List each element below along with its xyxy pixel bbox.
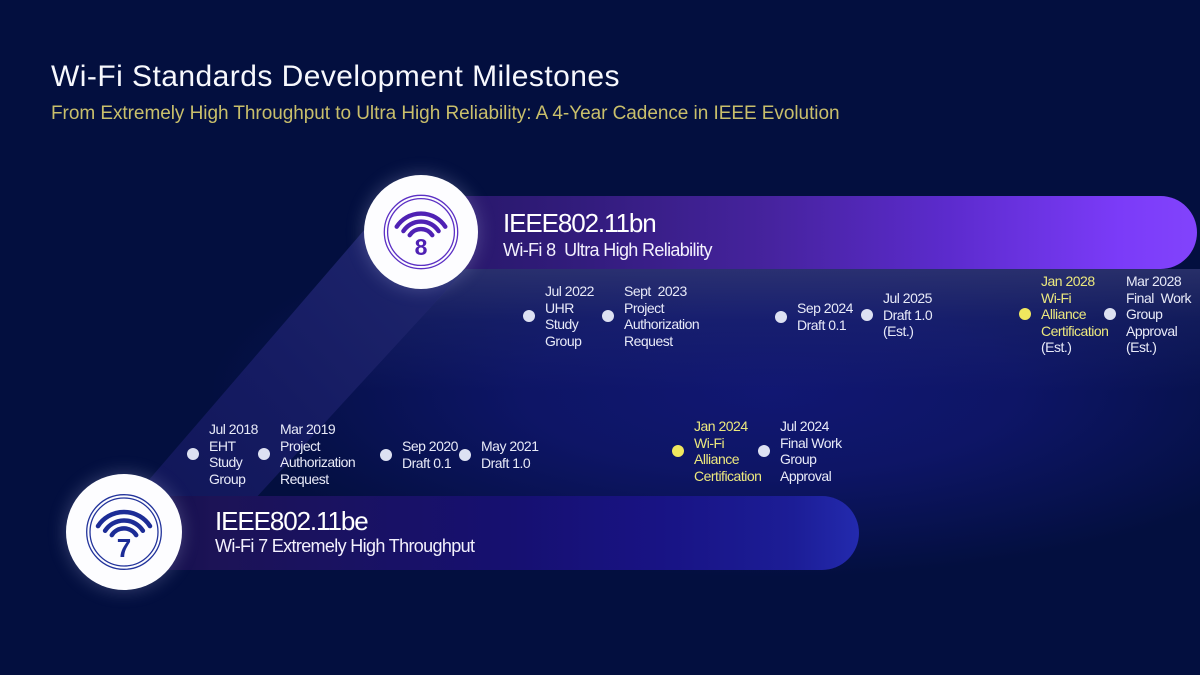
svg-text:7: 7 [117, 533, 131, 563]
svg-text:8: 8 [415, 234, 428, 260]
